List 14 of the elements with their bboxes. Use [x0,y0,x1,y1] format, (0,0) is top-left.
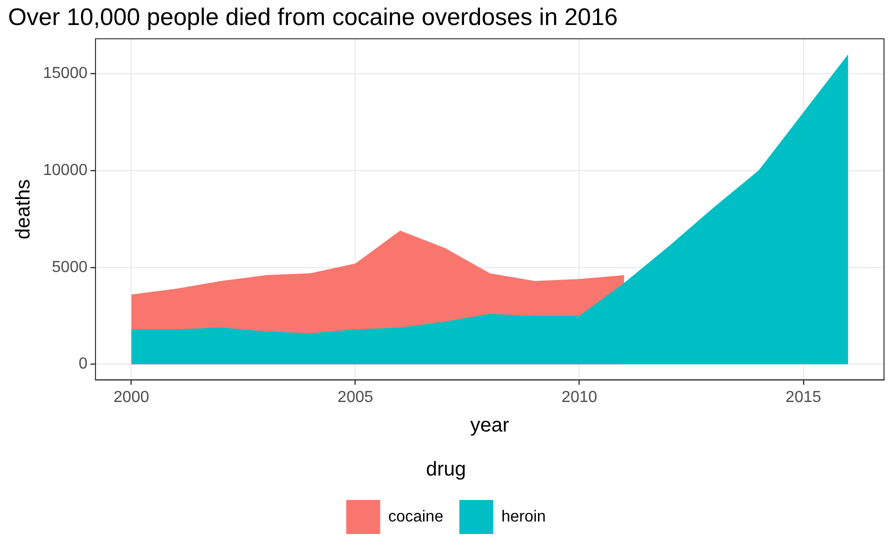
y-axis-title: deaths [12,179,35,240]
y-tick-label: 0 [78,356,88,373]
x-tick-label: 2010 [562,388,598,406]
x-tick-label: 2015 [786,388,822,406]
legend-label: cocaine [388,508,444,526]
y-tick-label: 5000 [52,258,88,276]
legend-label: heroin [501,508,546,526]
x-tick-label: 2005 [338,388,374,406]
y-tick-label: 15000 [42,65,88,82]
chart-title: Over 10,000 people died from cocaine overdoses in 2016 [8,4,618,32]
y-tick-label: 10000 [42,162,88,179]
legend-title: drug [426,458,466,481]
x-tick-label: 2000 [114,388,150,406]
x-axis-title: year [470,414,510,437]
